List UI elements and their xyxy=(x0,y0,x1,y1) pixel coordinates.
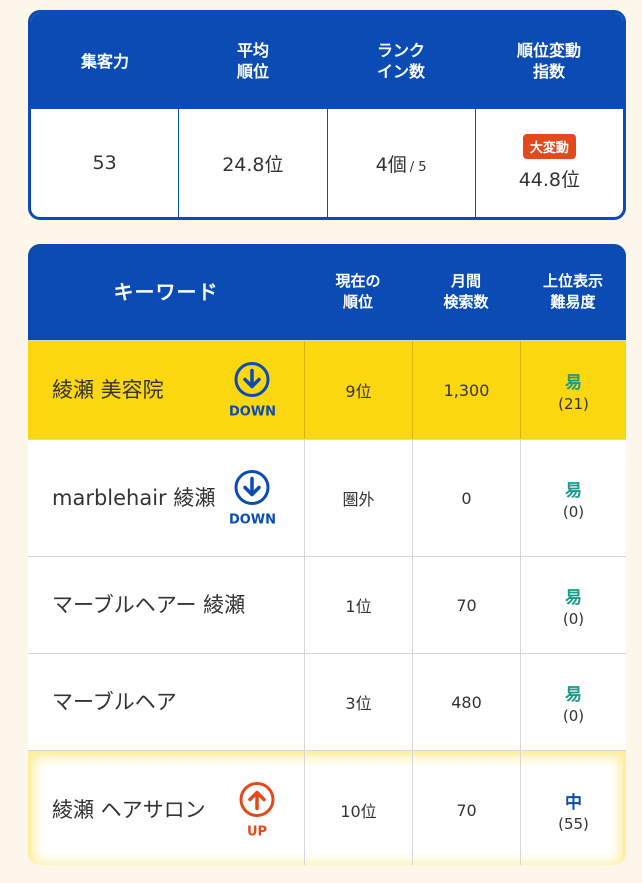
keyword-table: キーワード 現在の 順位 月間 検索数 上位表示 難易度 綾瀬 美容院 DOWN… xyxy=(28,244,626,865)
volume-cell: 480 xyxy=(412,654,520,750)
header-monthly-volume: 月間 検索数 xyxy=(443,272,489,311)
keyword-table-header: キーワード 現在の 順位 月間 検索数 上位表示 難易度 xyxy=(28,244,626,340)
keyword-cell: マーブルヘア xyxy=(28,654,304,750)
volume-cell: 70 xyxy=(412,557,520,653)
trend-down: DOWN xyxy=(229,469,276,528)
difficulty-score: (0) xyxy=(562,609,585,628)
difficulty-score: (0) xyxy=(562,706,585,725)
rank-cell: 3位 xyxy=(304,654,412,750)
keyword-text: marblehair 綾瀬 xyxy=(52,486,216,510)
rank-cell: 10位 xyxy=(304,751,412,865)
keyword-text: 綾瀬 ヘアサロン xyxy=(52,798,206,822)
volatility-badge: 大変動 xyxy=(522,134,576,159)
table-row: 綾瀬 ヘアサロン UP 10位 70 中 (55) xyxy=(28,750,626,865)
volatility-value: 大変動 44.8位 xyxy=(474,109,623,217)
rank-cell: 1位 xyxy=(304,557,412,653)
trend-up: UP xyxy=(238,781,276,840)
volatility-number: 44.8位 xyxy=(518,169,581,191)
trend-label: UP xyxy=(246,824,268,840)
arrow-up-circle-icon xyxy=(239,782,275,817)
table-row: マーブルヘア 3位 480 易 (0) xyxy=(28,653,626,750)
difficulty-cell: 中 (55) xyxy=(520,751,626,865)
header-attract: 集客力 xyxy=(80,51,129,71)
header-current-rank: 現在の 順位 xyxy=(335,272,381,311)
arrow-down-circle-icon xyxy=(234,470,270,505)
rank-in-number: 4個 xyxy=(375,153,407,176)
difficulty-level: 中 xyxy=(565,792,582,813)
table-row: 綾瀬 美容院 DOWN 9位 1,300 易 (21) xyxy=(28,340,626,439)
difficulty-score: (55) xyxy=(558,814,589,833)
rank-cell: 圏外 xyxy=(304,440,412,556)
volume-cell: 0 xyxy=(412,440,520,556)
header-keyword: キーワード xyxy=(113,279,219,304)
rank-cell: 9位 xyxy=(304,341,412,439)
header-volatility: 順位変動 指数 xyxy=(516,41,581,81)
difficulty-score: (21) xyxy=(558,394,589,413)
volume-cell: 1,300 xyxy=(412,341,520,439)
difficulty-cell: 易 (0) xyxy=(520,440,626,556)
difficulty-level: 易 xyxy=(565,480,582,501)
volume-cell: 70 xyxy=(412,751,520,865)
arrow-down-circle-icon xyxy=(234,362,270,397)
keyword-cell: マーブルヘアー 綾瀬 xyxy=(28,557,304,653)
header-difficulty: 上位表示 難易度 xyxy=(542,272,603,311)
difficulty-score: (0) xyxy=(562,502,585,521)
keyword-cell: marblehair 綾瀬 DOWN xyxy=(28,440,304,556)
summary-card: 集客力 平均 順位 ランク イン数 順位変動 指数 53 24.8位 4個/ 5… xyxy=(28,10,626,220)
difficulty-level: 易 xyxy=(565,684,582,705)
rank-in-total: / 5 xyxy=(409,159,427,175)
attract-value: 53 xyxy=(31,109,178,217)
table-row: marblehair 綾瀬 DOWN 圏外 0 易 (0) xyxy=(28,439,626,556)
keyword-cell: 綾瀬 ヘアサロン UP xyxy=(28,751,304,865)
difficulty-cell: 易 (0) xyxy=(520,654,626,750)
difficulty-cell: 易 (0) xyxy=(520,557,626,653)
difficulty-level: 易 xyxy=(565,372,582,393)
summary-header: 集客力 平均 順位 ランク イン数 順位変動 指数 xyxy=(31,13,623,109)
keyword-text: マーブルヘア xyxy=(52,690,177,714)
avg-rank-value: 24.8位 xyxy=(178,109,326,217)
table-row: マーブルヘアー 綾瀬 1位 70 易 (0) xyxy=(28,556,626,653)
keyword-text: 綾瀬 美容院 xyxy=(52,378,164,402)
summary-values: 53 24.8位 4個/ 5 大変動 44.8位 xyxy=(31,109,623,217)
header-rank-in: ランク イン数 xyxy=(376,41,425,81)
trend-label: DOWN xyxy=(228,404,276,420)
difficulty-cell: 易 (21) xyxy=(520,341,626,439)
attract-number: 53 xyxy=(92,152,117,174)
keyword-text: マーブルヘアー 綾瀬 xyxy=(52,593,246,617)
header-avg-rank: 平均 順位 xyxy=(236,41,269,81)
rank-in-value: 4個/ 5 xyxy=(326,109,475,217)
keyword-cell: 綾瀬 美容院 DOWN xyxy=(28,341,304,439)
difficulty-level: 易 xyxy=(565,587,582,608)
trend-down: DOWN xyxy=(229,361,276,420)
avg-rank-number: 24.8位 xyxy=(222,153,284,176)
trend-label: DOWN xyxy=(228,512,276,528)
